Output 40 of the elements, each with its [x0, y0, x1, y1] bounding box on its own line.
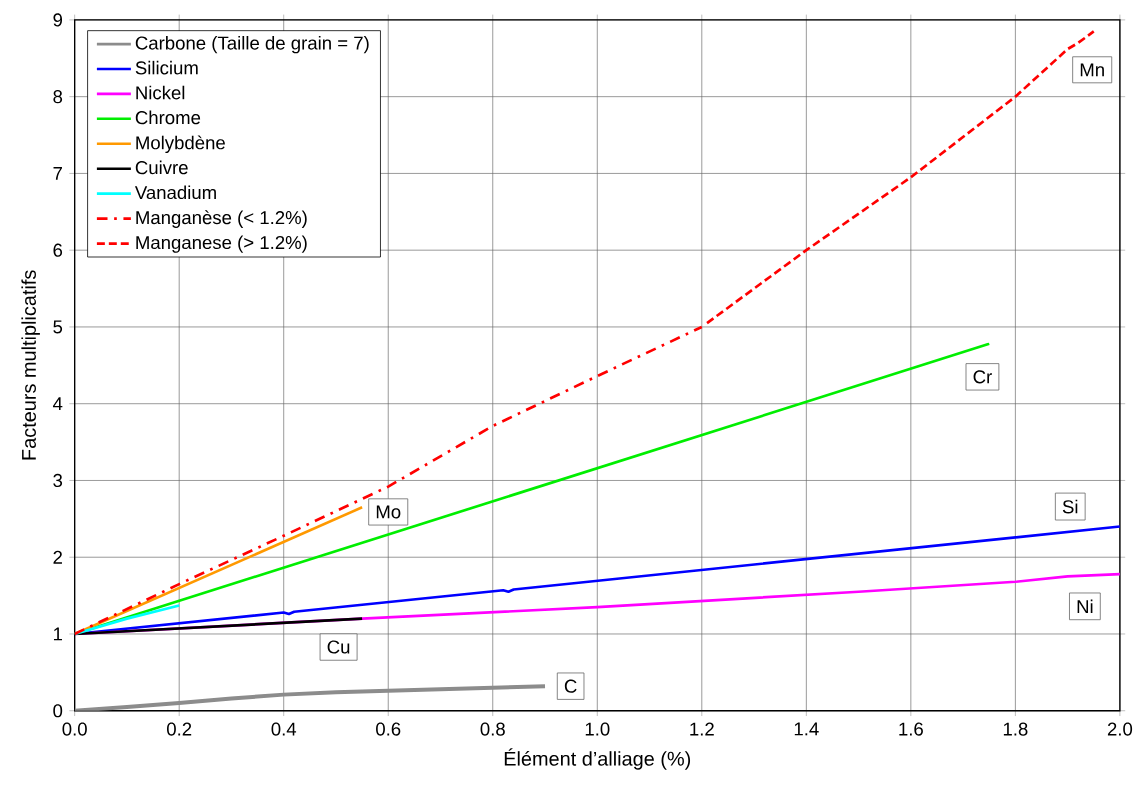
annotation: Ni — [1077, 599, 1093, 613]
y-tick-label: 1 — [53, 627, 62, 641]
annotation: Cr — [973, 370, 992, 384]
legend-label: Nickel — [136, 85, 185, 100]
legend-label: Vanadium — [134, 185, 216, 199]
x-axis-title: Élément d’alliage (%) — [504, 748, 691, 770]
x-tick-label: 0.6 — [376, 722, 401, 736]
y-axis-title: Facteurs multiplicatifs — [21, 270, 40, 460]
y-tick-label: 0 — [53, 703, 63, 718]
x-tick-label: 1.0 — [585, 722, 610, 736]
x-tick-label: 0.4 — [271, 722, 297, 736]
legend-label: Manganese (> 1.2%) — [136, 235, 307, 253]
legend-label: Carbone (Taille de grain = 7) — [135, 35, 369, 54]
y-tick-label: 9 — [53, 13, 63, 27]
annotation: C — [564, 679, 577, 693]
x-tick-label: 1.8 — [1003, 722, 1028, 736]
x-tick-label: 0.8 — [480, 722, 505, 736]
y-tick-label: 5 — [53, 320, 63, 334]
annotation: Cu — [327, 640, 350, 654]
y-tick-label: 3 — [53, 473, 63, 487]
annotation: Mn — [1080, 63, 1104, 77]
annotation: Mo — [376, 505, 401, 519]
line-series — [74, 325, 704, 636]
y-tick-label: 6 — [53, 243, 63, 257]
legend-label: Molybdène — [136, 135, 225, 153]
x-tick-label: 2.0 — [1107, 722, 1133, 736]
y-tick-label: 4 — [52, 397, 63, 410]
legend-label: Cuivre — [135, 160, 188, 175]
y-tick-label: 8 — [53, 89, 63, 104]
legend-label: Manganèse (< 1.2%) — [136, 210, 307, 228]
x-tick-label: 0.0 — [62, 722, 87, 736]
legend-label: Silicium — [135, 60, 198, 75]
y-tick-label: 7 — [53, 166, 62, 180]
x-tick-label: 1.2 — [690, 722, 714, 736]
x-tick-label: 0.2 — [167, 722, 192, 736]
x-tick-label: 1.6 — [899, 722, 923, 736]
legend-label: Chrome — [135, 110, 201, 125]
y-tick-label: 2 — [53, 550, 62, 564]
annotation: Si — [1062, 499, 1078, 514]
x-tick-label: 1.4 — [794, 722, 819, 736]
